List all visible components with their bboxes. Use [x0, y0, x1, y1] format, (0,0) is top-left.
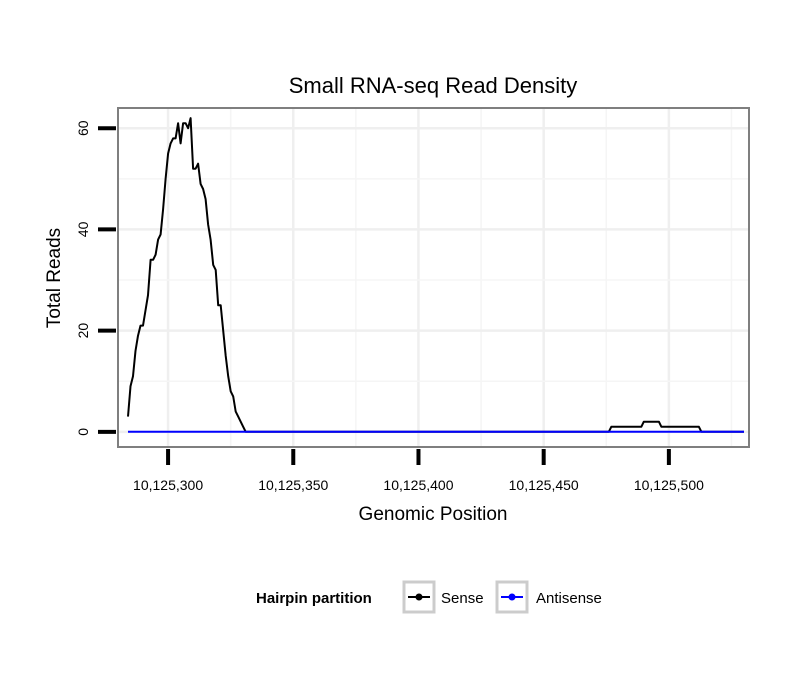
y-axis-title: Total Reads — [44, 228, 65, 328]
y-tick-label-1: 20 — [75, 323, 91, 339]
plot-background — [118, 108, 749, 447]
legend: Hairpin partition Sense Antisense — [256, 580, 602, 614]
legend-label-antisense: Antisense — [536, 590, 602, 607]
x-axis: 10,125,300 10,125,350 10,125,400 10,125,450… — [133, 449, 704, 493]
chart-title: Small RNA-seq Read Density — [289, 73, 578, 98]
legend-point-sense — [415, 593, 423, 601]
x-tick-label-2: 10,125,400 — [383, 477, 453, 493]
x-axis-title: Genomic Position — [359, 504, 508, 525]
plot-border — [117, 107, 750, 448]
series-line-sense — [127, 117, 744, 433]
legend-point-antisense — [508, 593, 516, 601]
plot-panel — [117, 107, 750, 448]
legend-title: Hairpin partition — [256, 590, 372, 607]
y-tick-label-3: 60 — [75, 120, 91, 136]
legend-item-sense: Sense — [402, 580, 484, 614]
series-group — [127, 117, 744, 433]
y-tick-label-2: 40 — [75, 221, 91, 237]
x-tick-label-3: 10,125,450 — [509, 477, 579, 493]
x-tick-label-0: 10,125,300 — [133, 477, 203, 493]
x-tick-label-4: 10,125,500 — [634, 477, 704, 493]
y-tick-label-0: 0 — [75, 428, 91, 436]
legend-label-sense: Sense — [441, 590, 484, 607]
legend-item-antisense: Antisense — [495, 580, 602, 614]
y-axis: 0 20 40 60 — [75, 120, 116, 436]
x-tick-label-1: 10,125,350 — [258, 477, 328, 493]
